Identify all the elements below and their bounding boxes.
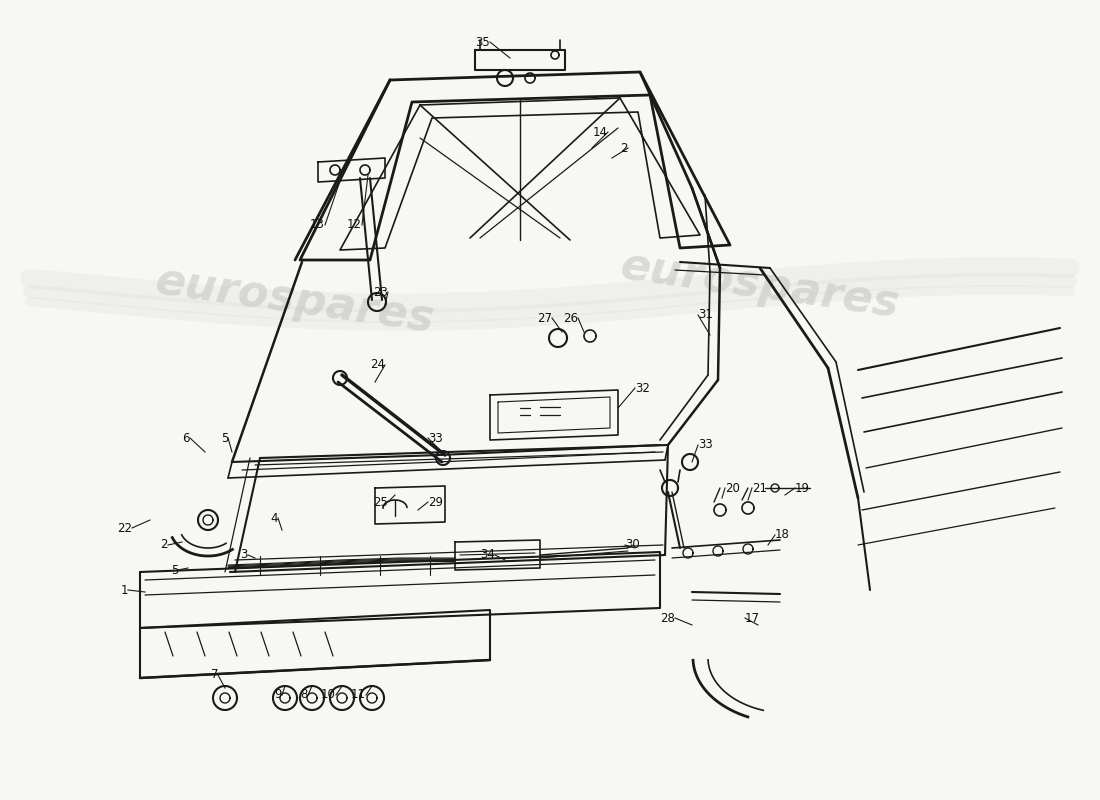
Text: 32: 32 (635, 382, 650, 394)
Text: 2: 2 (161, 538, 168, 551)
Text: 14: 14 (593, 126, 608, 138)
Text: 20: 20 (725, 482, 740, 494)
Text: 5: 5 (170, 563, 178, 577)
Text: 1: 1 (121, 583, 128, 597)
Text: 27: 27 (537, 311, 552, 325)
Text: 33: 33 (698, 438, 713, 451)
Text: 13: 13 (310, 218, 324, 231)
Text: 28: 28 (660, 611, 675, 625)
Text: eurospares: eurospares (618, 244, 902, 326)
Text: 12: 12 (346, 218, 362, 231)
Text: 22: 22 (117, 522, 132, 534)
Text: 8: 8 (300, 689, 308, 702)
Text: 7: 7 (210, 669, 218, 682)
Text: 31: 31 (698, 309, 713, 322)
Text: 34: 34 (480, 549, 495, 562)
Text: 9: 9 (275, 689, 282, 702)
Text: 29: 29 (428, 495, 443, 509)
Text: 33: 33 (428, 431, 442, 445)
Text: 4: 4 (271, 511, 278, 525)
Text: 5: 5 (221, 431, 228, 445)
Text: 26: 26 (563, 311, 578, 325)
Text: 23: 23 (373, 286, 388, 298)
Text: 18: 18 (776, 529, 790, 542)
Text: 2: 2 (620, 142, 628, 154)
Text: 21: 21 (752, 482, 767, 494)
Text: 3: 3 (241, 549, 248, 562)
Text: 25: 25 (373, 495, 388, 509)
Text: 35: 35 (475, 35, 490, 49)
Text: 30: 30 (625, 538, 640, 551)
Text: 6: 6 (183, 431, 190, 445)
Text: 11: 11 (351, 689, 366, 702)
Text: 17: 17 (745, 611, 760, 625)
Text: eurospares: eurospares (153, 259, 438, 341)
Text: 10: 10 (321, 689, 336, 702)
Text: 24: 24 (370, 358, 385, 371)
Text: 19: 19 (795, 482, 810, 494)
